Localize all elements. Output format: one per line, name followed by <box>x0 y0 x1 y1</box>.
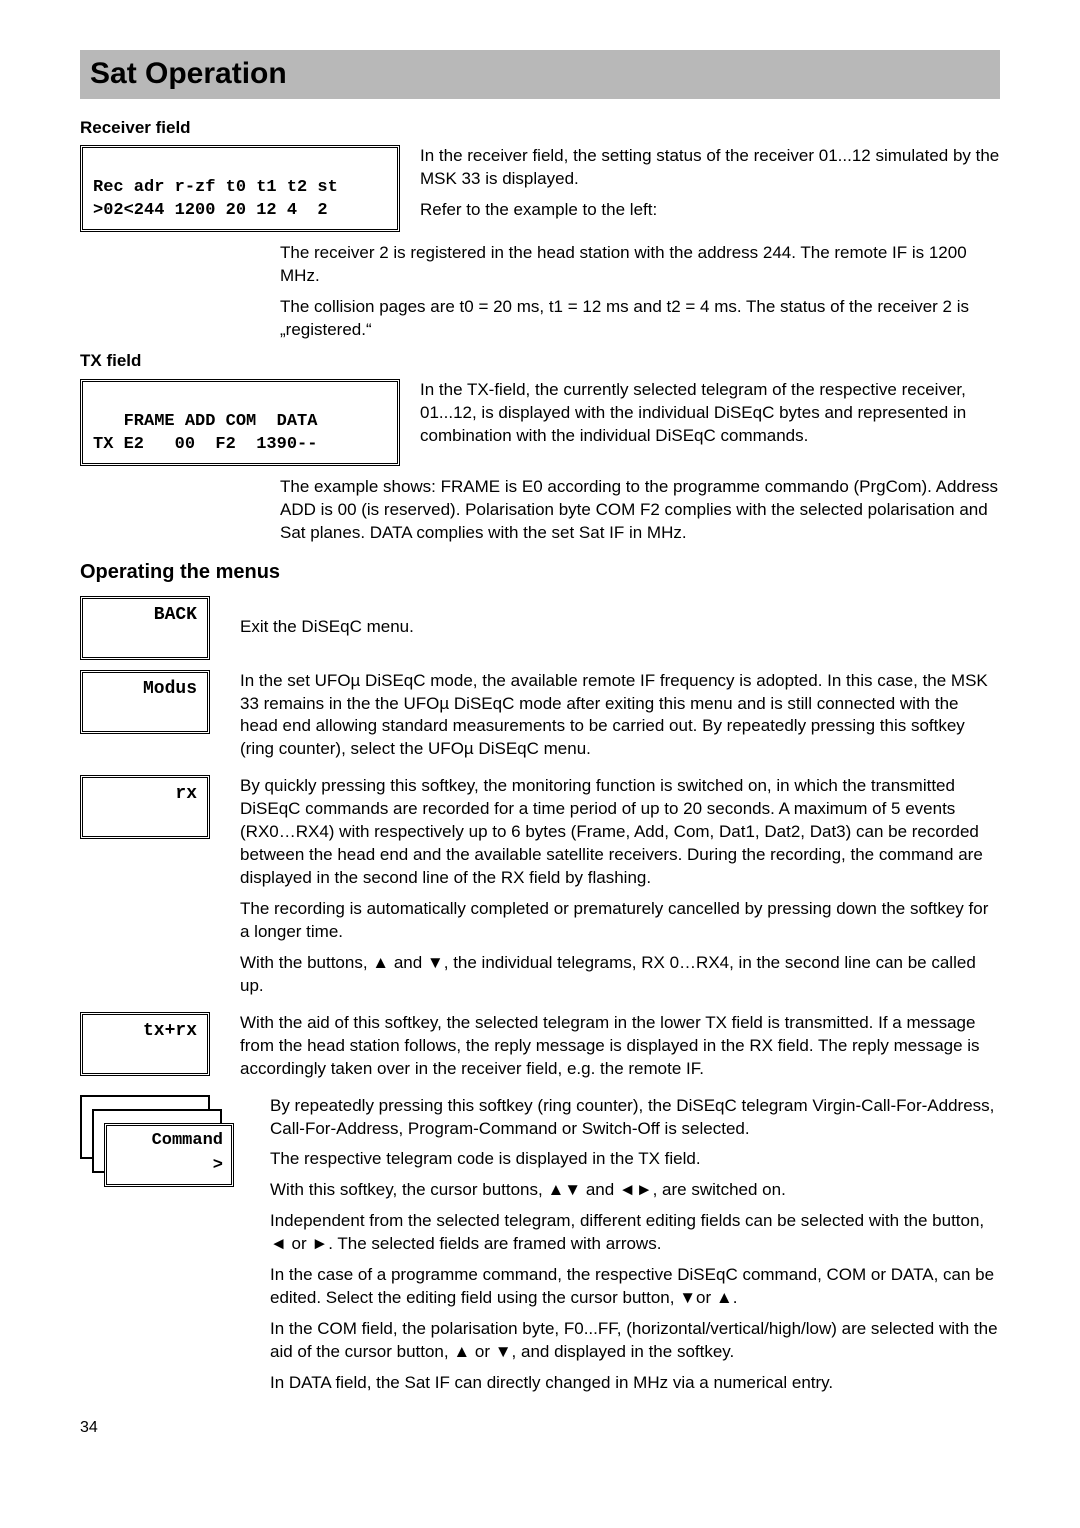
tx-body: The example shows: FRAME is E0 according… <box>280 476 1000 545</box>
txrx-p1: With the aid of this softkey, the select… <box>240 1012 1000 1081</box>
rx-p1: By quickly pressing this softkey, the mo… <box>240 775 1000 890</box>
tx-box-line2: TX E2 00 F2 1390-- <box>93 435 317 454</box>
rx-label: rx <box>175 784 197 804</box>
txrx-row: tx+rx With the aid of this softkey, the … <box>80 1012 1000 1089</box>
command-p2: The respective telegram code is displaye… <box>270 1148 1000 1171</box>
command-label: Command <box>152 1131 223 1150</box>
page-title: Sat Operation <box>90 54 990 95</box>
modus-label: Modus <box>143 679 197 699</box>
receiver-right-col: In the receiver field, the setting statu… <box>420 145 1000 230</box>
page-number: 34 <box>80 1417 1000 1439</box>
tx-right-col: In the TX-field, the currently selected … <box>420 379 1000 456</box>
receiver-p1: The receiver 2 is registered in the head… <box>280 242 1000 288</box>
rx-p3: With the buttons, ▲ and ▼, the individua… <box>240 952 1000 998</box>
receiver-right-p2: Refer to the example to the left: <box>420 199 1000 222</box>
command-arrow-icon: > <box>115 1155 223 1178</box>
tx-section: TX field FRAME ADD COM DATA TX E2 00 F2 … <box>80 350 1000 545</box>
modus-row: Modus In the set UFOµ DiSEqC mode, the a… <box>80 670 1000 770</box>
command-p4: Independent from the selected telegram, … <box>270 1210 1000 1256</box>
rx-row: rx By quickly pressing this softkey, the… <box>80 775 1000 1005</box>
command-stack: Command > <box>80 1095 235 1205</box>
txrx-softkey[interactable]: tx+rx <box>80 1012 210 1076</box>
back-label: BACK <box>154 605 197 625</box>
receiver-section: Receiver field Rec adr r-zf t0 t1 t2 st … <box>80 117 1000 343</box>
modus-softkey[interactable]: Modus <box>80 670 210 734</box>
tx-box-line1: FRAME ADD COM DATA <box>93 412 317 431</box>
rx-softkey[interactable]: rx <box>80 775 210 839</box>
receiver-body: The receiver 2 is registered in the head… <box>280 242 1000 342</box>
command-p7: In DATA field, the Sat IF can directly c… <box>270 1372 1000 1395</box>
command-p6: In the COM field, the polarisation byte,… <box>270 1318 1000 1364</box>
modus-text: In the set UFOµ DiSEqC mode, the availab… <box>240 670 1000 762</box>
tx-right-p1: In the TX-field, the currently selected … <box>420 379 1000 448</box>
title-bar: Sat Operation <box>80 50 1000 99</box>
txrx-label: tx+rx <box>143 1021 197 1041</box>
command-p3: With this softkey, the cursor buttons, ▲… <box>270 1179 1000 1202</box>
receiver-box-line2: >02<244 1200 20 12 4 2 <box>93 201 328 220</box>
back-softkey[interactable]: BACK <box>80 596 210 660</box>
command-softkey[interactable]: Command > <box>104 1123 234 1187</box>
tx-field-box: FRAME ADD COM DATA TX E2 00 F2 1390-- <box>80 379 400 466</box>
receiver-right-p1: In the receiver field, the setting statu… <box>420 145 1000 191</box>
tx-p1: The example shows: FRAME is E0 according… <box>280 476 1000 545</box>
command-p1: By repeatedly pressing this softkey (rin… <box>270 1095 1000 1141</box>
receiver-heading: Receiver field <box>80 117 1000 140</box>
receiver-p2: The collision pages are t0 = 20 ms, t1 =… <box>280 296 1000 342</box>
menus-heading: Operating the menus <box>80 559 1000 586</box>
receiver-box-line1: Rec adr r-zf t0 t1 t2 st <box>93 178 338 197</box>
command-row: Command > By repeatedly pressing this so… <box>80 1095 1000 1403</box>
tx-heading: TX field <box>80 350 1000 373</box>
receiver-field-box: Rec adr r-zf t0 t1 t2 st >02<244 1200 20… <box>80 145 400 232</box>
back-row: BACK Exit the DiSEqC menu. <box>80 596 1000 660</box>
back-text: Exit the DiSEqC menu. <box>240 616 1000 639</box>
rx-p2: The recording is automatically completed… <box>240 898 1000 944</box>
command-p5: In the case of a programme command, the … <box>270 1264 1000 1310</box>
